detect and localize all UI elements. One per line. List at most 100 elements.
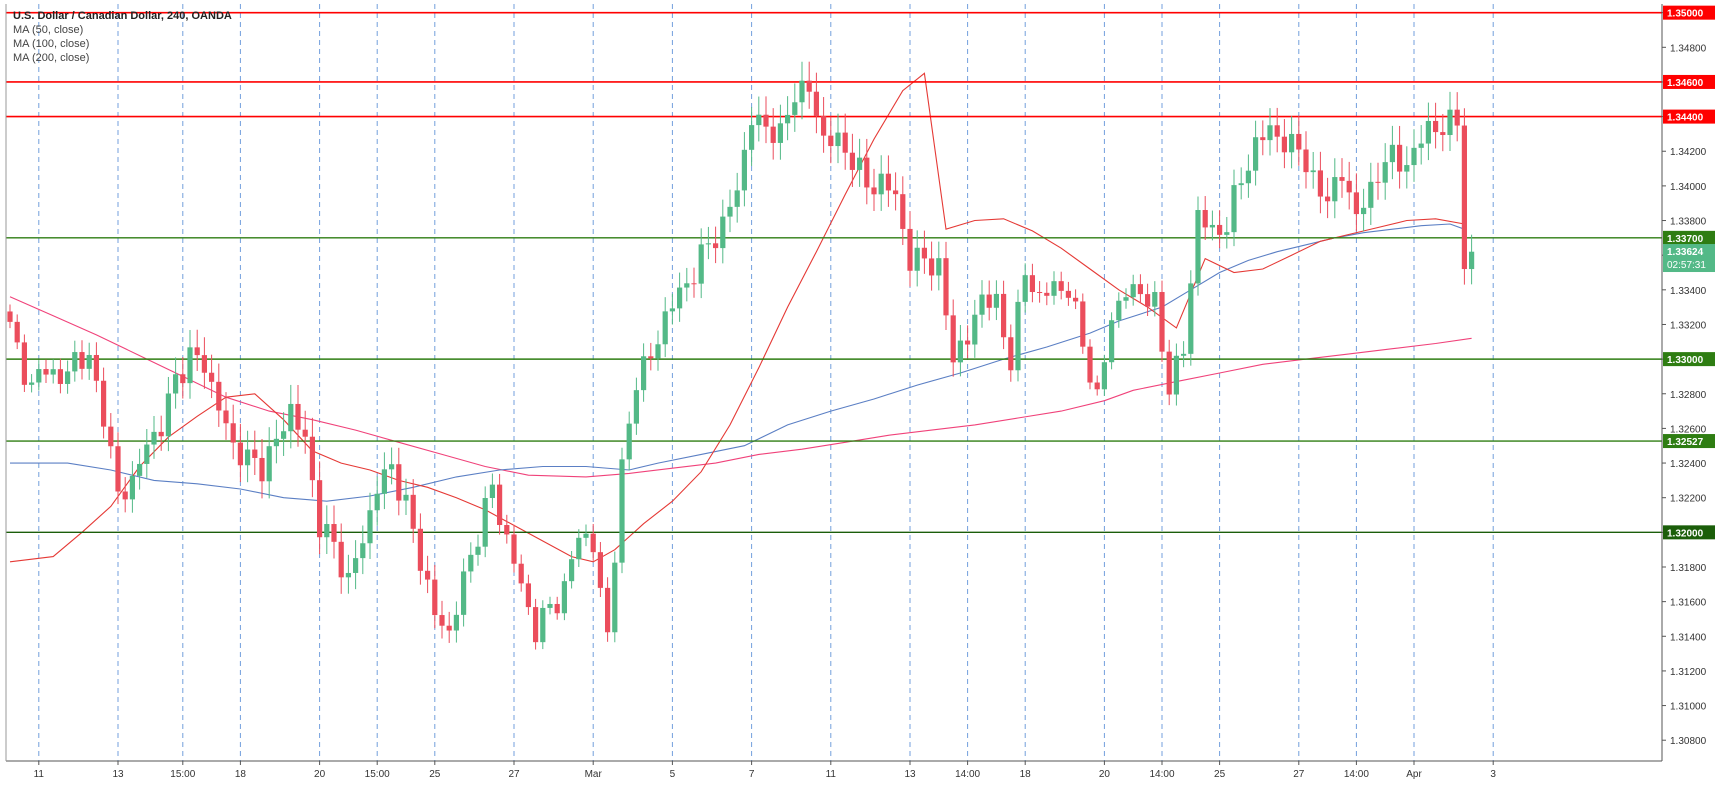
candle-body (353, 558, 359, 573)
x-tick-label: 25 (1214, 769, 1226, 780)
candle (1361, 188, 1367, 232)
horizontal-levels[interactable] (6, 11, 1662, 534)
candle (1353, 173, 1359, 232)
level-price-label-bg (1663, 230, 1715, 245)
candle (1389, 125, 1395, 180)
candle-body (1037, 292, 1043, 294)
level-price-label-bg (1663, 109, 1715, 124)
candle (1044, 282, 1050, 306)
ma200-legend[interactable]: MA (200, close) (13, 52, 90, 64)
candle (763, 96, 769, 144)
candle (525, 574, 531, 615)
candle-body (1022, 275, 1028, 302)
candle (1188, 270, 1194, 366)
candle-body (540, 607, 546, 643)
candle (1418, 125, 1424, 165)
x-tick-label: 13 (112, 769, 124, 780)
candle-body (626, 423, 632, 460)
candle (1116, 292, 1122, 328)
candle (1303, 131, 1309, 189)
candle-body (986, 294, 992, 308)
ma100-legend[interactable]: MA (100, close) (13, 38, 90, 50)
candle-body (1195, 210, 1201, 284)
candle (1382, 143, 1388, 200)
candle (885, 155, 891, 207)
candle-body (57, 369, 63, 384)
candle (1274, 107, 1280, 153)
y-tick-label: 1.34000 (1670, 182, 1707, 193)
candle-body (1181, 353, 1187, 356)
candle (273, 419, 279, 464)
candle-body (569, 559, 575, 582)
candle (540, 600, 546, 650)
last-price-label: 1.33624 (1667, 247, 1704, 258)
price-labels: 1.35000 1.34600 1.34400 1.33700 1.33000 1.325… (1663, 5, 1715, 540)
candle-body (489, 484, 495, 499)
candle (1080, 293, 1086, 354)
candle-body (201, 355, 207, 373)
candle (180, 357, 186, 399)
candle (1094, 375, 1100, 396)
candle-body (101, 380, 107, 427)
candle-body (1425, 120, 1431, 144)
candle (57, 358, 63, 394)
candle (770, 108, 776, 160)
candle-body (1145, 294, 1151, 307)
candle (518, 554, 524, 592)
y-tick-label: 1.31000 (1670, 702, 1707, 713)
candle-body (115, 446, 121, 492)
x-tick-label: 13 (904, 769, 916, 780)
candle (1051, 271, 1057, 305)
candle (216, 363, 222, 427)
candle-body (1325, 196, 1331, 202)
candle (1245, 154, 1251, 198)
candle (1166, 339, 1172, 406)
candle-body (1339, 177, 1345, 181)
candle (799, 61, 805, 120)
candle-body (1123, 297, 1129, 301)
candle-body (713, 243, 719, 249)
candle-body (425, 570, 431, 580)
candle (475, 534, 481, 566)
candle-body (576, 537, 582, 560)
candle (345, 554, 351, 594)
candle (129, 461, 135, 513)
candle-body (741, 149, 747, 191)
candle (1123, 288, 1129, 309)
candle (914, 230, 920, 287)
candle (1368, 162, 1374, 225)
candle-body (129, 475, 135, 500)
candle (79, 340, 85, 380)
candle-body (893, 190, 899, 195)
candle-body (662, 311, 668, 345)
candle (309, 417, 315, 498)
candle (569, 551, 575, 589)
candle (698, 228, 704, 299)
x-tick-label: 14:00 (1344, 769, 1369, 780)
ma50-legend[interactable]: MA (50, close) (13, 24, 84, 36)
candle-body (1188, 283, 1194, 354)
candle-body (14, 321, 20, 343)
candle-body (929, 258, 935, 276)
candle (158, 415, 164, 451)
candle-body (1411, 147, 1417, 166)
candle-body (511, 534, 517, 564)
candle (1152, 281, 1158, 317)
candle-body (1281, 136, 1287, 153)
candle-body (446, 625, 452, 631)
candle-body (641, 356, 647, 391)
candle-body (1008, 337, 1014, 371)
candle (1325, 177, 1331, 219)
candle-body (1051, 281, 1057, 296)
candle (907, 211, 913, 287)
candle-body (331, 524, 337, 542)
x-tick-label: 20 (314, 769, 326, 780)
candle-body (417, 528, 423, 571)
candle-body (979, 294, 985, 315)
candle (720, 199, 726, 264)
candle (1296, 115, 1302, 166)
candle-body (1382, 162, 1388, 183)
candle (223, 392, 229, 440)
y-tick-label: 1.32200 (1670, 494, 1707, 505)
